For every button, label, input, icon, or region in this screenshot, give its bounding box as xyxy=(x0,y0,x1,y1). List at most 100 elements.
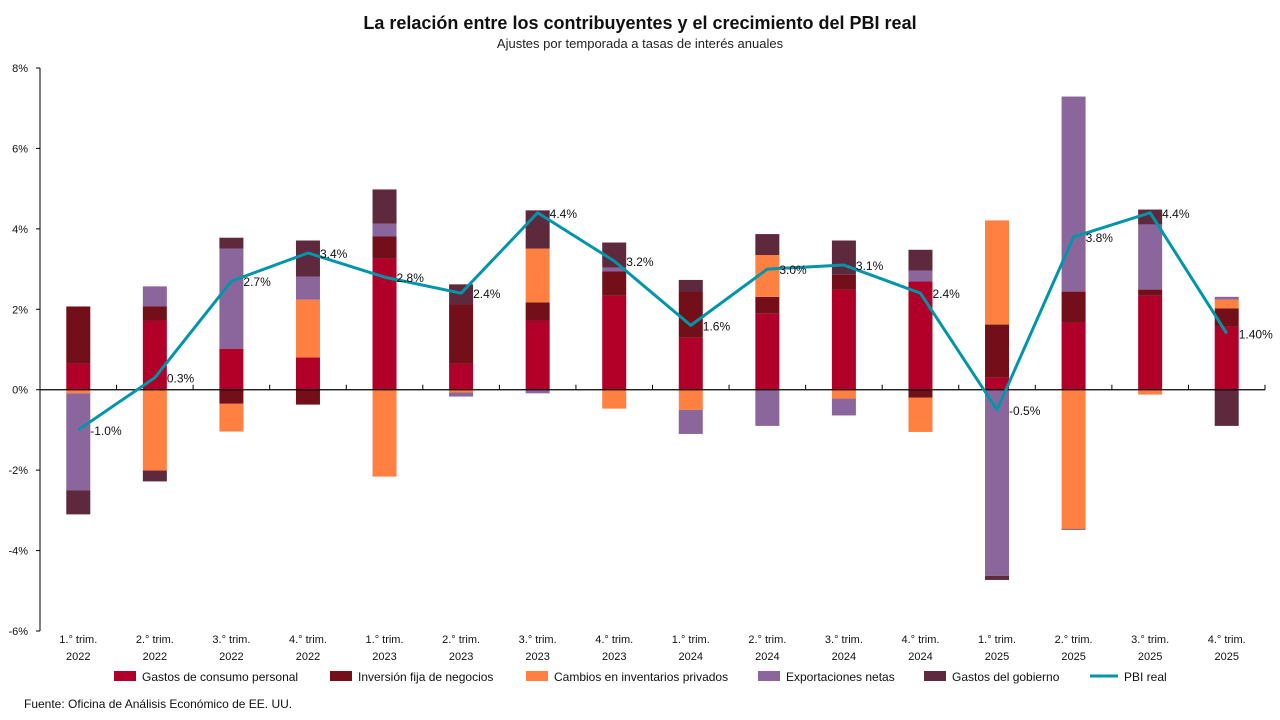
x-tick-label: 1.° trim. 2022 xyxy=(59,634,97,663)
bar-segment-series-0-cat-10 xyxy=(831,289,856,390)
bar-segment-series-4-cat-4 xyxy=(372,189,397,224)
bar-segment-series-0-cat-5 xyxy=(449,363,474,390)
x-tick-label: 4.° trim. 2022 xyxy=(289,634,327,663)
x-tick-label: 2.° trim. 2023 xyxy=(442,634,480,663)
bar-segment-series-1-cat-4 xyxy=(372,236,397,259)
bar-segment-series-3-cat-11 xyxy=(908,270,933,282)
legend-swatch xyxy=(758,671,780,681)
bar-segment-series-1-cat-6 xyxy=(525,302,550,321)
bar-segment-series-3-cat-7 xyxy=(602,267,627,272)
legend-label: Exportaciones netas xyxy=(786,670,895,684)
legend-label: Gastos del gobierno xyxy=(952,670,1060,684)
data-label: 2.4% xyxy=(473,287,501,301)
data-label: 4.4% xyxy=(550,207,578,221)
y-tick-label: 4% xyxy=(12,224,28,236)
bar-segment-series-0-cat-7 xyxy=(602,295,627,390)
bar-segment-series-2-cat-1 xyxy=(142,389,167,471)
bar-segment-series-1-cat-13 xyxy=(1061,291,1086,323)
bar-segment-series-3-cat-2 xyxy=(219,248,244,349)
y-tick-label: 6% xyxy=(12,143,28,155)
legend-item: Gastos de consumo personal xyxy=(114,670,298,684)
bar-segment-series-0-cat-12 xyxy=(985,377,1010,390)
data-label: 3.1% xyxy=(856,259,884,273)
x-tick-label: 2.° trim. 2025 xyxy=(1055,634,1093,663)
legend-label: Gastos de consumo personal xyxy=(142,670,298,684)
bar-segment-series-3-cat-15 xyxy=(1214,296,1239,300)
x-tick-label: 4.° trim. 2025 xyxy=(1208,634,1246,663)
legend-swatch xyxy=(114,671,136,681)
bar-segment-series-1-cat-1 xyxy=(142,306,167,321)
bar-segment-series-4-cat-3 xyxy=(295,240,320,277)
x-tick-label: 3.° trim. 2023 xyxy=(519,634,557,663)
data-label: -1.0% xyxy=(90,424,122,438)
bar-segment-series-0-cat-13 xyxy=(1061,322,1086,390)
bar-segment-series-4-cat-2 xyxy=(219,237,244,249)
legend-item: Exportaciones netas xyxy=(758,670,895,684)
bar-segment-series-0-cat-14 xyxy=(1138,295,1163,390)
bar-segment-series-1-cat-12 xyxy=(985,324,1010,378)
bar-segment-series-2-cat-5 xyxy=(449,389,474,393)
bar-segment-series-0-cat-9 xyxy=(755,313,780,390)
bar-segment-series-3-cat-10 xyxy=(831,398,856,416)
legend-swatch xyxy=(526,671,548,681)
bar-segment-series-0-cat-0 xyxy=(66,363,91,390)
x-tick-label: 4.° trim. 2024 xyxy=(901,634,939,663)
x-tick-label: 3.° trim. 2025 xyxy=(1131,634,1169,663)
bar-segment-series-0-cat-4 xyxy=(372,258,397,390)
bar-segment-series-4-cat-15 xyxy=(1214,389,1239,426)
bar-segment-series-2-cat-7 xyxy=(602,389,627,409)
bar-segment-series-1-cat-14 xyxy=(1138,289,1163,296)
bar-segment-series-4-cat-9 xyxy=(755,234,780,255)
y-tick-label: 2% xyxy=(12,304,28,316)
bar-segment-series-2-cat-13 xyxy=(1061,389,1086,529)
legend-swatch xyxy=(330,671,352,681)
bar-segment-series-0-cat-8 xyxy=(678,337,703,390)
bar-segment-series-4-cat-0 xyxy=(66,490,91,515)
bar-segment-series-2-cat-15 xyxy=(1214,299,1239,309)
data-label: 3.0% xyxy=(779,263,807,277)
data-label: 3.4% xyxy=(320,247,348,261)
bar-segment-series-3-cat-8 xyxy=(678,409,703,434)
bar-segment-series-3-cat-3 xyxy=(295,276,320,300)
bar-segment-series-3-cat-0 xyxy=(66,393,91,491)
bar-segment-series-1-cat-10 xyxy=(831,274,856,290)
chart-title: La relación entre los contribuyentes y e… xyxy=(363,13,916,33)
y-tick-label: -4% xyxy=(8,546,28,558)
legend-swatch xyxy=(924,671,946,681)
x-tick-label: 3.° trim. 2024 xyxy=(825,634,863,663)
x-tick-label: 2.° trim. 2024 xyxy=(748,634,786,663)
bar-segment-series-1-cat-2 xyxy=(219,389,244,404)
bar-segment-series-2-cat-11 xyxy=(908,397,933,432)
line-pbi-real xyxy=(77,211,1228,432)
bar-segment-series-3-cat-9 xyxy=(755,389,780,426)
legend-label: Cambios en inventarios privados xyxy=(554,670,728,684)
bar-segment-series-2-cat-6 xyxy=(525,248,550,303)
bar-segment-series-4-cat-6 xyxy=(525,210,550,249)
bar-segment-series-4-cat-1 xyxy=(142,470,167,482)
bar-segment-series-4-cat-13 xyxy=(1061,528,1086,530)
legend-item: Inversión fija de negocios xyxy=(330,670,493,684)
bar-segment-series-3-cat-14 xyxy=(1138,224,1163,290)
bar-segment-series-3-cat-4 xyxy=(372,223,397,237)
data-label: 1.6% xyxy=(703,319,731,333)
y-tick-label: -2% xyxy=(8,465,28,477)
x-tick-label: 1.° trim. 2025 xyxy=(978,634,1016,663)
data-label: 4.4% xyxy=(1162,207,1190,221)
bar-segment-series-4-cat-8 xyxy=(678,279,703,292)
bar-segment-series-1-cat-7 xyxy=(602,271,627,296)
data-label: 2.8% xyxy=(397,271,425,285)
data-label: 2.7% xyxy=(243,275,271,289)
y-tick-label: -6% xyxy=(8,626,28,638)
x-tick-label: 2.° trim. 2022 xyxy=(136,634,174,663)
bar-segment-series-2-cat-12 xyxy=(985,220,1010,325)
data-label: 2.4% xyxy=(932,287,960,301)
bar-segment-series-2-cat-3 xyxy=(295,299,320,358)
data-label: 3.8% xyxy=(1086,231,1114,245)
bar-segment-series-3-cat-12 xyxy=(985,389,1010,576)
bar-segment-series-4-cat-11 xyxy=(908,249,933,271)
bar-segment-series-3-cat-6 xyxy=(525,389,550,394)
bar-segment-series-3-cat-13 xyxy=(1061,96,1086,292)
bar-segment-series-2-cat-0 xyxy=(66,389,91,394)
bar-segment-series-2-cat-10 xyxy=(831,389,856,399)
